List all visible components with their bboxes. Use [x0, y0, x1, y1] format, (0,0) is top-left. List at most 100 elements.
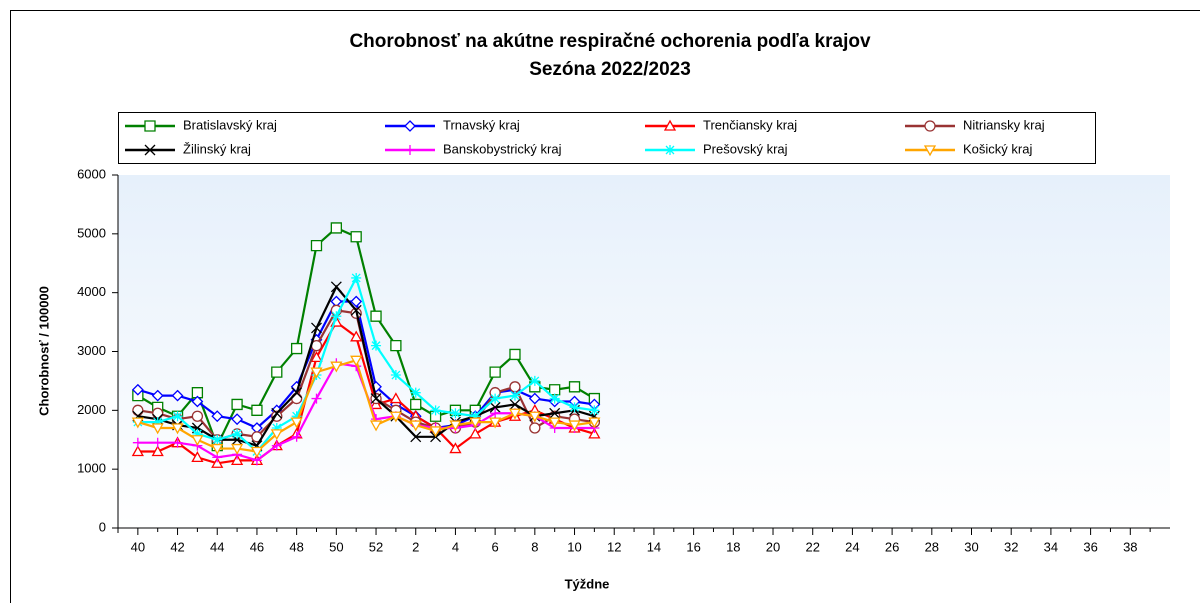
marker — [450, 408, 461, 419]
marker — [404, 120, 416, 132]
marker — [350, 355, 363, 367]
x-tick-label: 40 — [131, 539, 145, 554]
marker — [271, 440, 282, 451]
legend-label: Prešovský kraj — [703, 141, 788, 156]
legend-label: Trnavský kraj — [443, 117, 520, 132]
marker — [331, 311, 342, 322]
marker — [330, 222, 342, 234]
marker — [310, 367, 323, 379]
x-tick-label: 38 — [1123, 539, 1137, 554]
marker — [665, 145, 675, 155]
frame — [10, 10, 1200, 603]
marker — [191, 435, 204, 447]
marker — [144, 144, 156, 156]
marker — [192, 428, 203, 439]
y-tick-label: 0 — [99, 519, 106, 534]
x-tick-label: 32 — [1004, 539, 1018, 554]
marker — [350, 304, 362, 316]
marker — [509, 398, 521, 410]
legend-label: Banskobystrický kraj — [443, 141, 562, 156]
marker — [231, 398, 243, 411]
marker — [311, 393, 322, 404]
marker — [152, 437, 163, 448]
marker — [152, 407, 164, 419]
marker — [489, 366, 501, 378]
marker — [191, 410, 204, 422]
marker — [131, 383, 144, 396]
marker — [172, 411, 183, 422]
legend — [118, 112, 1096, 164]
marker — [549, 384, 561, 396]
marker — [271, 366, 283, 378]
marker — [489, 401, 501, 413]
x-tick-label: 10 — [567, 539, 581, 554]
x-tick-label: 50 — [329, 539, 343, 554]
marker — [350, 295, 363, 308]
x-tick-label: 22 — [805, 539, 819, 554]
x-tick-label: 34 — [1044, 539, 1058, 554]
x-tick-label: 2 — [412, 539, 419, 554]
marker — [389, 392, 402, 404]
marker — [923, 145, 937, 157]
marker — [489, 417, 502, 429]
marker — [410, 387, 421, 398]
marker — [132, 404, 144, 416]
marker — [589, 405, 600, 416]
marker — [410, 398, 422, 411]
marker — [569, 402, 580, 413]
marker — [131, 445, 144, 457]
y-axis-label: Chorobnosť / 100000 — [36, 286, 51, 416]
x-tick-label: 6 — [492, 539, 499, 554]
marker — [230, 454, 244, 465]
x-tick-label: 36 — [1083, 539, 1097, 554]
marker — [291, 431, 302, 442]
marker — [350, 330, 363, 342]
y-tick-label: 5000 — [77, 225, 106, 240]
chart-subtitle: Sezóna 2022/2023 — [529, 59, 691, 80]
marker — [509, 348, 521, 361]
marker — [490, 393, 501, 404]
marker — [230, 443, 244, 455]
marker — [409, 420, 422, 432]
marker — [330, 361, 343, 373]
marker — [251, 404, 263, 416]
marker — [469, 417, 482, 429]
y-tick-label: 4000 — [77, 284, 106, 299]
legend-label: Nitriansky kraj — [963, 117, 1045, 132]
x-tick-label: 52 — [369, 539, 383, 554]
marker — [232, 428, 243, 439]
x-tick-label: 44 — [210, 539, 224, 554]
marker — [351, 272, 362, 283]
marker — [528, 392, 541, 405]
x-tick-label: 8 — [531, 539, 538, 554]
marker — [151, 389, 164, 402]
marker — [290, 342, 303, 355]
marker — [291, 411, 302, 422]
x-tick-label: 12 — [607, 539, 621, 554]
marker — [429, 426, 442, 438]
marker — [449, 442, 462, 454]
marker — [271, 422, 282, 433]
marker — [250, 446, 264, 458]
y-tick-label: 1000 — [77, 461, 106, 476]
marker — [370, 393, 382, 405]
marker — [588, 417, 601, 429]
marker — [211, 443, 224, 455]
x-tick-label: 42 — [170, 539, 184, 554]
x-tick-label: 18 — [726, 539, 740, 554]
x-tick-label: 14 — [647, 539, 661, 554]
marker — [529, 375, 540, 386]
x-tick-label: 48 — [289, 539, 303, 554]
x-axis-label: Týždne — [565, 576, 610, 591]
x-tick-label: 20 — [766, 539, 780, 554]
marker — [212, 434, 223, 445]
marker — [171, 423, 184, 435]
marker — [310, 351, 323, 363]
marker — [430, 405, 441, 416]
marker — [528, 411, 541, 423]
x-tick-label: 28 — [925, 539, 939, 554]
marker — [350, 231, 362, 243]
marker — [410, 431, 422, 443]
marker — [151, 423, 164, 435]
